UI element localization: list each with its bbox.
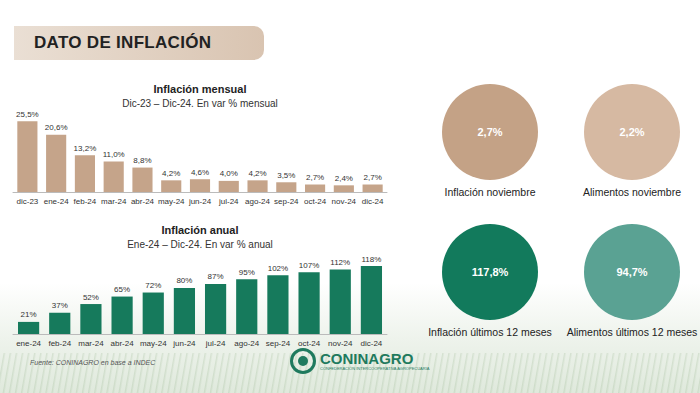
svg-text:abr-24: abr-24 (131, 197, 155, 206)
svg-text:2,7%: 2,7% (306, 173, 324, 182)
svg-text:20,6%: 20,6% (45, 123, 68, 132)
svg-text:87%: 87% (208, 272, 224, 281)
svg-text:8,8%: 8,8% (133, 156, 151, 165)
svg-text:ene-24: ene-24 (44, 197, 69, 206)
svg-text:jul-24: jul-24 (205, 339, 226, 348)
svg-text:jul-24: jul-24 (218, 197, 239, 206)
svg-text:Inflación anual: Inflación anual (161, 224, 238, 236)
svg-text:Dic-23 – Dic-24. En var % mens: Dic-23 – Dic-24. En var % mensual (122, 98, 278, 109)
svg-text:52%: 52% (83, 293, 99, 302)
svg-text:4,2%: 4,2% (162, 169, 180, 178)
html-text:2,7%: 2,7% (477, 126, 503, 138)
svg-text:4,0%: 4,0% (220, 169, 238, 178)
svg-text:mar-24: mar-24 (78, 339, 104, 348)
html-text:DATO DE INFLACIÓN: DATO DE INFLACIÓN (34, 33, 212, 52)
svg-text:25,5%: 25,5% (16, 110, 39, 119)
svg-text:sep-24: sep-24 (274, 197, 299, 206)
svg-text:may-24: may-24 (158, 197, 185, 206)
html-text:94,7%: 94,7% (616, 266, 648, 278)
svg-text:3,5%: 3,5% (277, 171, 295, 180)
svg-text:107%: 107% (299, 261, 319, 270)
svg-text:118%: 118% (361, 255, 381, 264)
svg-text:112%: 112% (330, 258, 350, 267)
html-text:Inflación últimos 12 meses: Inflación últimos 12 meses (428, 326, 552, 338)
svg-text:102%: 102% (268, 264, 288, 273)
svg-text:feb-24: feb-24 (74, 197, 97, 206)
html-text:Fuente: CONINAGRO en base a IN: Fuente: CONINAGRO en base a INDEC (30, 359, 156, 366)
svg-text:Inflación mensual: Inflación mensual (154, 83, 247, 95)
html-text:Inflación noviembre: Inflación noviembre (444, 186, 536, 198)
svg-text:dic-24: dic-24 (361, 339, 383, 348)
html-text:CONFEDERACIÓN INTERCOOPERATIVA: CONFEDERACIÓN INTERCOOPERATIVA AGROPECUA… (320, 365, 430, 371)
svg-text:nov-24: nov-24 (328, 339, 353, 348)
svg-text:oct-24: oct-24 (304, 197, 327, 206)
svg-text:feb-24: feb-24 (48, 339, 71, 348)
svg-text:jun-24: jun-24 (172, 339, 196, 348)
html-text:117,8%: 117,8% (471, 266, 509, 278)
svg-text:abr-24: abr-24 (111, 339, 135, 348)
svg-text:may-24: may-24 (140, 339, 167, 348)
svg-text:65%: 65% (114, 285, 130, 294)
svg-text:11,0%: 11,0% (103, 150, 125, 159)
svg-text:nov-24: nov-24 (332, 197, 357, 206)
svg-text:dic-23: dic-23 (16, 197, 38, 206)
svg-text:dic-24: dic-24 (362, 197, 384, 206)
svg-text:Ene-24 – Dic-24. En var % anua: Ene-24 – Dic-24. En var % anual (127, 239, 273, 250)
svg-text:ago-24: ago-24 (245, 197, 270, 206)
svg-text:4,2%: 4,2% (248, 169, 266, 178)
svg-text:oct-24: oct-24 (298, 339, 321, 348)
html-text:Alimentos últimos 12 meses: Alimentos últimos 12 meses (566, 326, 698, 338)
svg-text:ene-24: ene-24 (16, 339, 41, 348)
html-text:Alimentos noviembre: Alimentos noviembre (583, 186, 681, 198)
svg-text:2,7%: 2,7% (363, 173, 381, 182)
svg-text:ago-24: ago-24 (234, 339, 259, 348)
svg-text:13,2%: 13,2% (74, 144, 97, 153)
svg-text:4,6%: 4,6% (191, 168, 209, 177)
svg-text:sep-24: sep-24 (266, 339, 291, 348)
svg-text:72%: 72% (145, 281, 161, 290)
svg-text:21%: 21% (21, 310, 37, 319)
svg-text:mar-24: mar-24 (101, 197, 127, 206)
html-text:CONINAGRO: CONINAGRO (320, 349, 414, 367)
html-text:2,2%: 2,2% (619, 126, 645, 138)
svg-text:2,4%: 2,4% (335, 174, 353, 183)
svg-text:80%: 80% (176, 276, 192, 285)
svg-text:jun-24: jun-24 (188, 197, 212, 206)
svg-text:95%: 95% (239, 268, 255, 277)
svg-text:37%: 37% (52, 301, 68, 310)
